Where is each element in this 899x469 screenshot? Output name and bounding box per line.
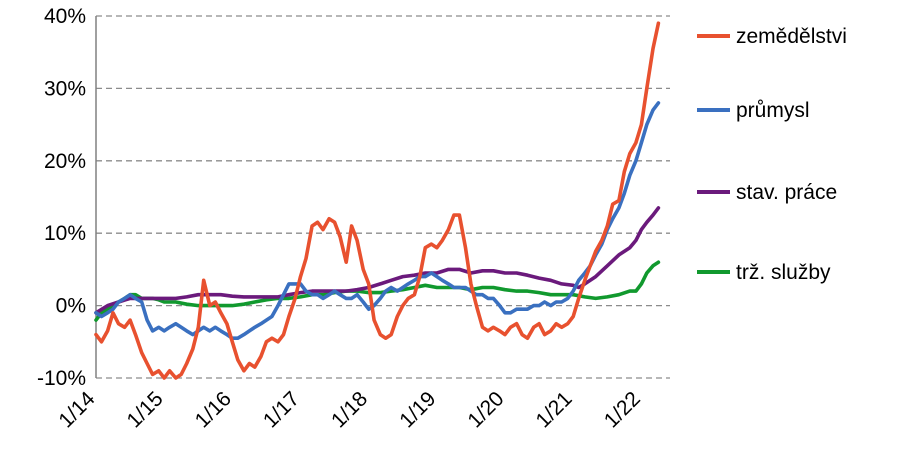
x-tick-labels: 1/14 1/15 1/16 1/17 1/18 1/19 1/20 1/21 1/22: [54, 387, 645, 432]
y-tick-label: 40%: [44, 5, 86, 28]
x-tick-label: 1/22: [600, 387, 645, 432]
series-line-2: [94, 206, 661, 315]
y-tick-label: 30%: [44, 77, 86, 100]
y-tick-label: 0%: [56, 295, 86, 318]
series-line-1: [94, 101, 661, 340]
x-tick-label: 1/16: [191, 387, 236, 432]
legend-label-1: průmysl: [736, 99, 810, 122]
x-tick-label: 1/19: [395, 387, 440, 432]
legend-label-2: stav. práce: [736, 181, 837, 204]
legend: zemědělstvi průmysl stav. práce trž. služby: [697, 25, 847, 284]
x-tick-label: 1/15: [123, 387, 168, 432]
series-line-0: [94, 21, 661, 380]
gridlines: [96, 15, 670, 379]
y-tick-label: -10%: [37, 367, 86, 390]
x-tick-label: 1/21: [532, 387, 577, 432]
x-tick-label: 1/18: [327, 387, 372, 432]
y-tick-label: 20%: [44, 150, 86, 173]
x-tick-label: 1/20: [463, 387, 508, 432]
series-lines: [94, 21, 661, 380]
x-tick-label: 1/14: [54, 387, 99, 432]
legend-label-3: trž. služby: [736, 261, 831, 284]
y-tick-label: 10%: [44, 222, 86, 245]
y-tick-labels: -10% 0% 10% 20% 30% 40%: [37, 5, 86, 390]
legend-label-0: zemědělstvi: [736, 25, 847, 48]
x-tick-label: 1/17: [259, 387, 304, 432]
